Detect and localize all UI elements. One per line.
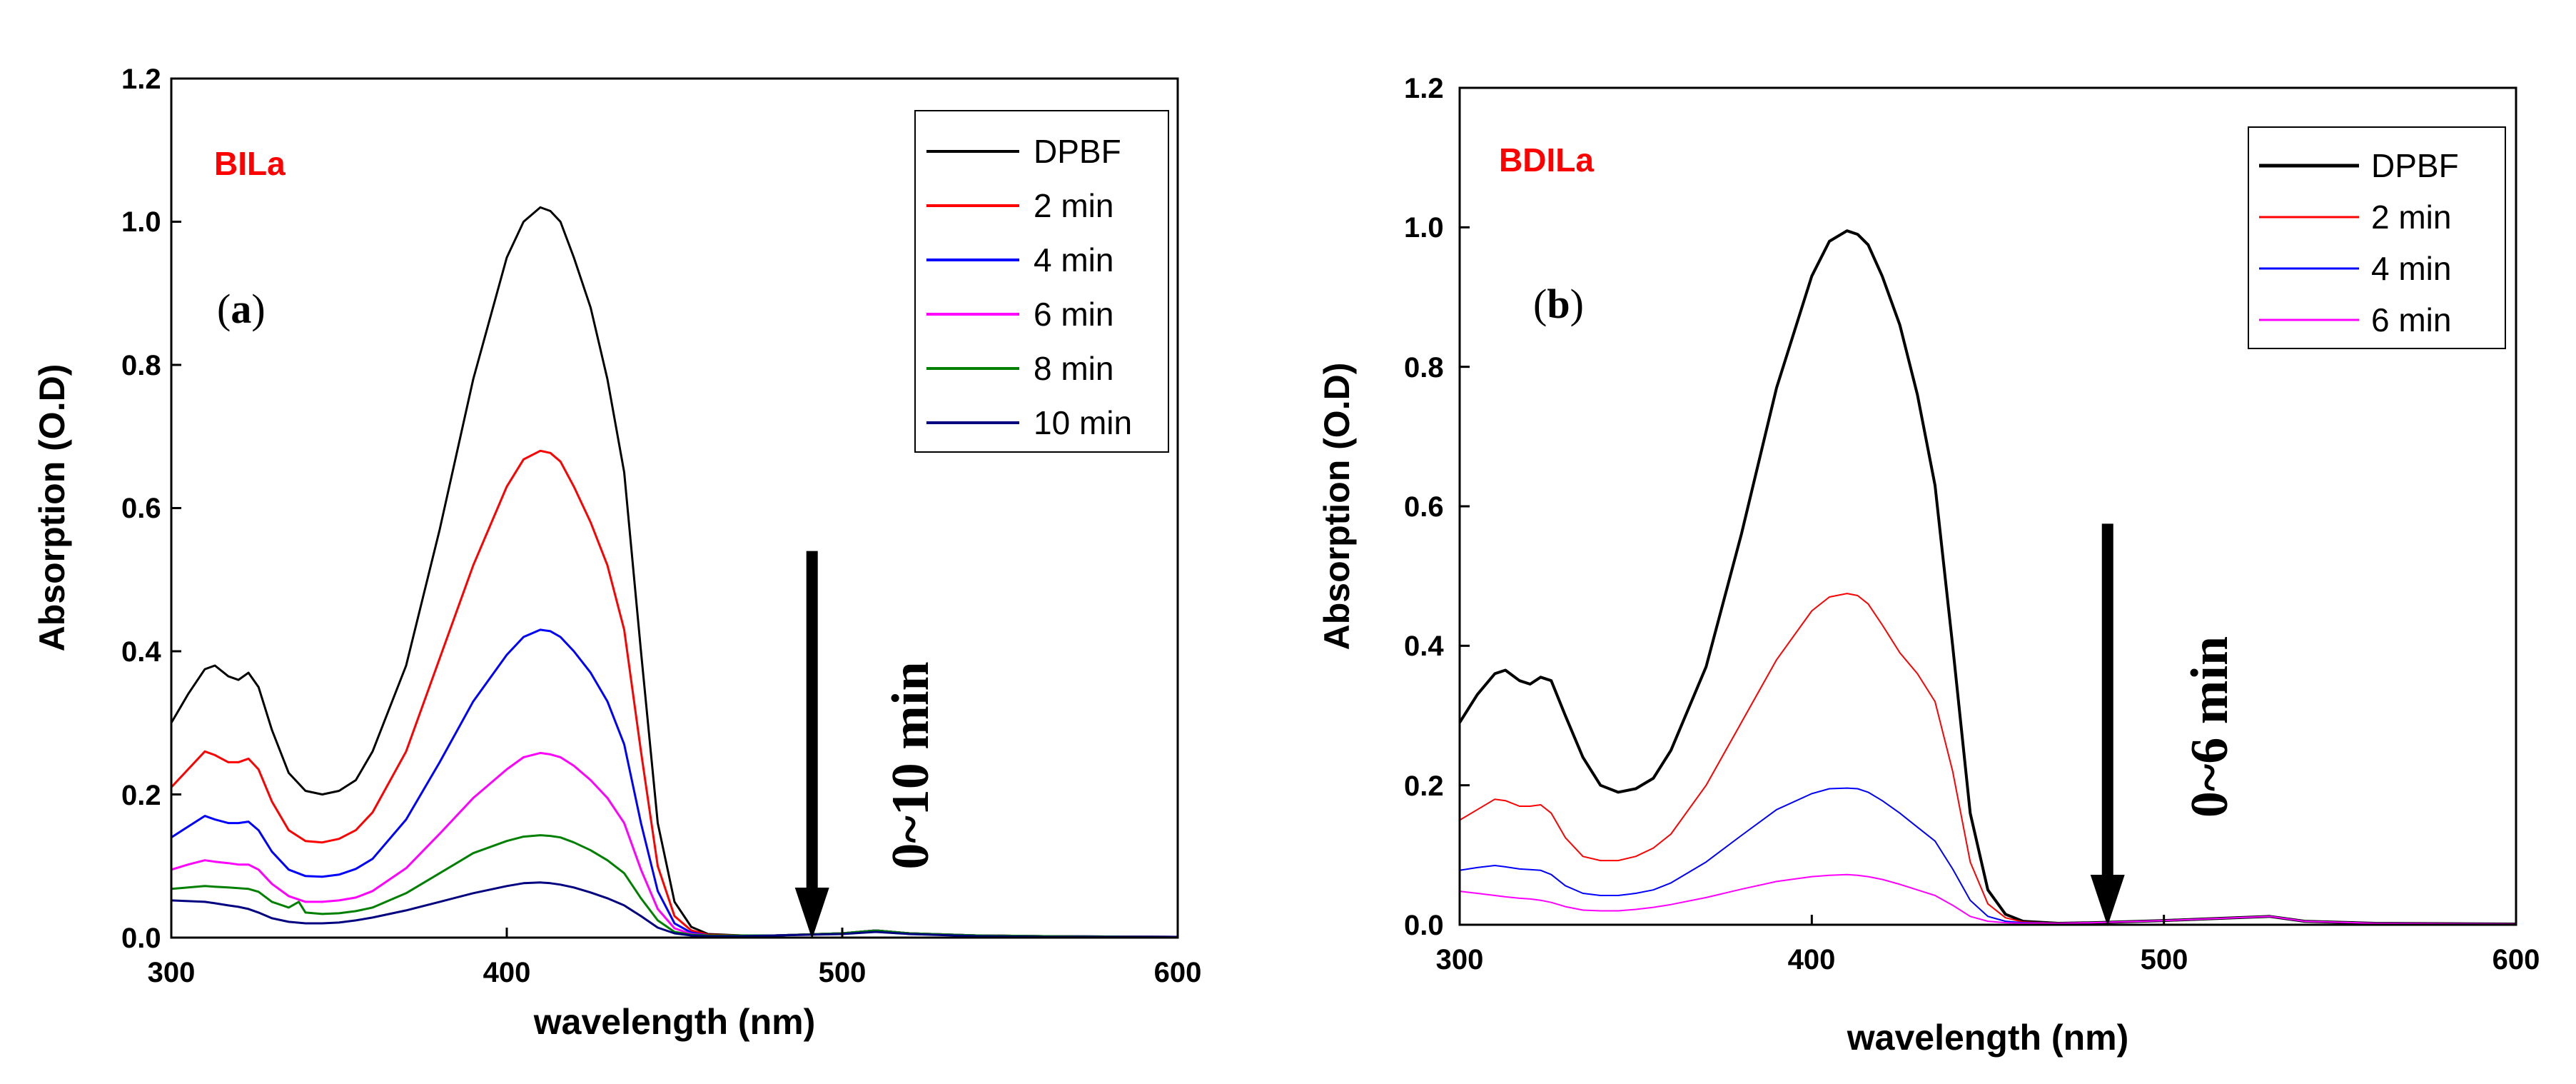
panel-label: (a) (217, 286, 266, 332)
legend-label: 4 min (2371, 250, 2451, 287)
y-tick-label: 1.0 (1404, 212, 1444, 244)
legend-label: 2 min (1034, 187, 1113, 224)
y-tick-label: 0.0 (121, 923, 161, 954)
series-line-2-min (170, 449, 1178, 938)
time-range-label: 0~6 min (2181, 636, 2239, 818)
legend-label: 2 min (2371, 199, 2451, 236)
legend: DPBF 2 min 4 min 6 min 8 min 10 min (914, 110, 1169, 453)
legend-label: DPBF (2371, 147, 2459, 184)
arrow-head (2090, 875, 2125, 926)
y-tick-label: 0.4 (121, 636, 161, 668)
y-tick-label: 0.6 (121, 493, 161, 524)
series-group (1458, 229, 2517, 925)
y-axis-title: Absorption (O.D) (1317, 363, 1357, 651)
x-tick-label: 600 (1154, 957, 1202, 988)
time-range-label: 0~10 min (882, 661, 940, 869)
x-tick-label: 600 (2492, 944, 2540, 975)
legend-label: 10 min (1034, 404, 1132, 441)
legend-label: 4 min (1034, 241, 1113, 278)
y-tick-label: 0.8 (1404, 352, 1444, 383)
y-tick-label: 0.6 (1404, 491, 1444, 523)
y-tick-label: 0.2 (1404, 771, 1444, 802)
sample-label: BDILa (1499, 141, 1594, 179)
y-tick-label: 0.4 (1404, 631, 1444, 662)
y-tick-label: 1.2 (121, 64, 161, 95)
x-axis-title: wavelength (nm) (533, 1002, 815, 1042)
sample-label: BILa (214, 145, 286, 182)
tick-marks (1458, 86, 2517, 926)
time-arrow (2090, 523, 2125, 926)
x-axis-title: wavelength (nm) (1847, 1018, 2128, 1058)
series-line-4-min (171, 628, 1178, 938)
y-tick-label: 0.0 (1404, 910, 1444, 941)
x-tick-label: 500 (2141, 944, 2188, 975)
series-line-10-min (171, 881, 1178, 938)
y-tick-label: 1.0 (121, 206, 161, 238)
legend-label: 8 min (1034, 350, 1113, 387)
chart-panel-a: 0.0 0.2 0.4 0.6 0.8 1.0 1.2 300 400 500 … (32, 64, 1201, 1042)
legend-box (914, 110, 1169, 453)
legend-label: 6 min (1034, 296, 1113, 333)
time-arrow (794, 551, 829, 939)
arrow-head (794, 888, 829, 939)
legend-label: 6 min (2371, 301, 2451, 338)
panel-label: (b) (1533, 281, 1584, 327)
y-tick-label: 0.8 (121, 350, 161, 381)
series-line-6-min (171, 751, 1178, 938)
series-line-6-min (1459, 873, 2517, 925)
legend-label: DPBF (1034, 133, 1121, 170)
x-tick-label: 300 (1436, 944, 1484, 975)
legend: DPBF 2 min 4 min 6 min (2248, 126, 2506, 349)
y-tick-label: 1.2 (1404, 73, 1444, 104)
series-group (170, 206, 1178, 938)
y-tick-label: 0.2 (121, 780, 161, 811)
x-tick-label: 400 (483, 957, 531, 988)
series-line-2-min (1459, 593, 2517, 925)
chart-panel-b: 0.0 0.2 0.4 0.6 0.8 1.0 1.2 300 400 500 … (1317, 73, 2540, 1058)
x-tick-label: 500 (819, 957, 867, 988)
y-axis-title: Absorption (O.D) (32, 364, 72, 652)
x-tick-label: 400 (1788, 944, 1836, 975)
tick-marks (170, 77, 1179, 939)
x-tick-label: 300 (148, 957, 196, 988)
